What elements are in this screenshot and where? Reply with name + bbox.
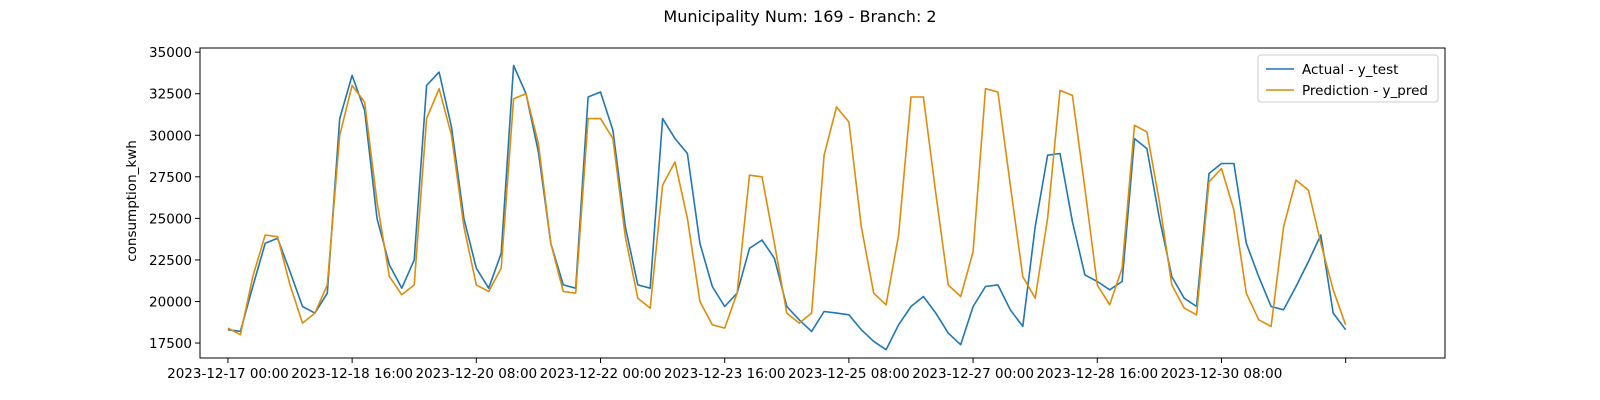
y-tick-label: 35000	[149, 45, 192, 61]
plot-frame	[199, 47, 1446, 359]
y-tick-label: 27500	[149, 170, 192, 186]
x-tick-label: 2023-12-20 08:00	[415, 366, 537, 382]
x-tick-label: 2023-12-18 16:00	[291, 366, 413, 382]
y-tick-label: 30000	[149, 128, 192, 144]
x-tick-label: 2023-12-17 00:00	[167, 366, 289, 382]
x-tick-label: 2023-12-23 16:00	[664, 366, 786, 382]
x-tick-label: 2023-12-25 08:00	[788, 366, 910, 382]
y-tick-label: 17500	[149, 336, 192, 352]
x-tick-label: 2023-12-22 00:00	[540, 366, 662, 382]
legend-label: Actual - y_test	[1302, 62, 1398, 78]
x-tick-label: 2023-12-30 08:00	[1161, 366, 1283, 382]
legend-box	[1257, 54, 1439, 103]
legend-label: Prediction - y_pred	[1302, 83, 1428, 99]
plot-area: 17500 20000 22500 25000 27500 30000 32500 35000…	[149, 45, 1446, 382]
x-tick-label: 2023-12-28 16:00	[1036, 366, 1158, 382]
prediction-series-line	[227, 84, 1347, 336]
x-tick-label: 2023-12-27 00:00	[912, 366, 1034, 382]
y-tick-label: 32500	[149, 87, 192, 103]
legend: Actual - y_test Prediction - y_pred	[1257, 54, 1439, 103]
chart-title: Municipality Num: 169 - Branch: 2	[663, 7, 936, 26]
y-tick-label: 25000	[149, 211, 192, 227]
y-tick-label: 20000	[149, 294, 192, 310]
y-axis-label: consumption_kwh	[124, 140, 140, 262]
actual-series-line	[227, 64, 1347, 351]
y-tick-label: 22500	[149, 253, 192, 269]
